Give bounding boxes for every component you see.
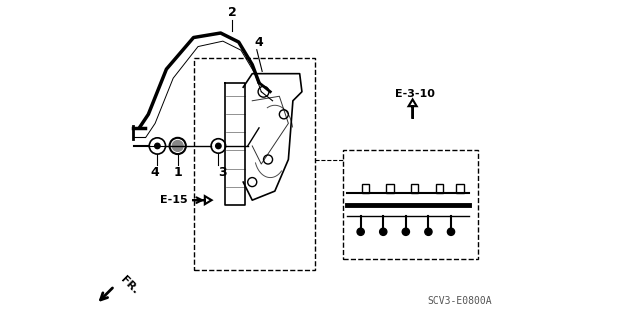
Text: SCV3-E0800A: SCV3-E0800A (428, 296, 492, 306)
Circle shape (172, 141, 183, 152)
Text: 2: 2 (228, 6, 236, 19)
Text: 4: 4 (151, 166, 159, 179)
Circle shape (216, 143, 221, 149)
Text: 4: 4 (255, 36, 264, 49)
Circle shape (447, 228, 454, 235)
Text: FR.: FR. (119, 274, 141, 296)
Circle shape (357, 228, 364, 235)
Text: E-3-10: E-3-10 (394, 88, 435, 99)
Circle shape (380, 228, 387, 235)
Circle shape (155, 143, 160, 149)
Text: 1: 1 (173, 166, 182, 179)
Text: E-15: E-15 (159, 195, 188, 205)
Circle shape (402, 228, 410, 235)
Text: 3: 3 (219, 166, 227, 179)
Circle shape (425, 228, 432, 235)
